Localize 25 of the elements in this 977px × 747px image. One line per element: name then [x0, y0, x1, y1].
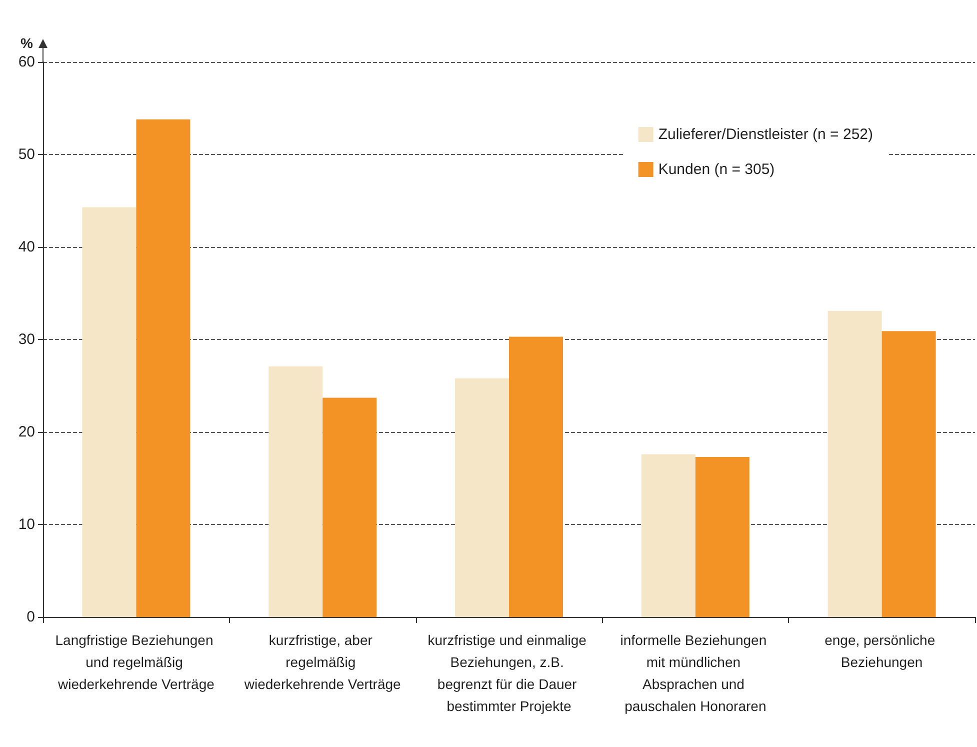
bar: [882, 331, 936, 617]
bar: [509, 336, 563, 617]
y-tick-label: 20: [18, 424, 35, 440]
y-tick-label: 30: [18, 331, 35, 348]
x-tick-label: Langfristige Beziehungen und regelmäßig wiederkehrende Verträge: [55, 632, 218, 692]
y-tick-label: 60: [18, 54, 35, 70]
bar: [455, 378, 509, 617]
x-tick-label: enge, persönliche Beziehungen: [824, 632, 940, 670]
y-tick-label: 40: [18, 238, 35, 256]
x-tick-label: informelle Beziehungen mit mündlichen Absprachen und pauschalen Honoraren: [620, 632, 771, 714]
y-tick-label: 0: [26, 608, 35, 626]
y-tick-label: 50: [18, 146, 35, 163]
y-axis-title: %: [20, 35, 34, 51]
bar: [136, 119, 190, 617]
x-tick-label: kurzfristige, aber regelmäßig wiederkehrende Verträge: [243, 632, 402, 692]
legend-label: Kunden (n = 305): [658, 161, 775, 178]
legend-label: Zulieferer/Dienstleister (n = 252): [658, 126, 874, 143]
bar: [268, 366, 323, 617]
bar: [322, 398, 377, 617]
bar: [641, 454, 696, 617]
bar: [695, 456, 750, 617]
bar: [82, 207, 136, 617]
y-tick-label: 10: [18, 516, 35, 533]
bar: [828, 310, 882, 617]
x-tick-label: kurzfristige und einmalige Beziehungen, z.B. begrenzt für die Dauer bestimmter Projekte: [428, 632, 590, 714]
